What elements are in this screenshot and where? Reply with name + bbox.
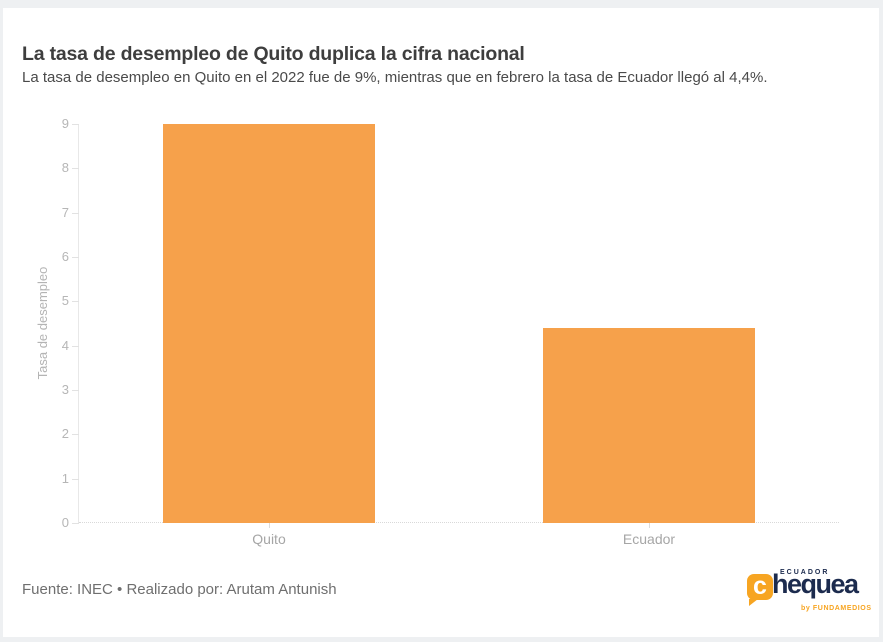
y-tick-mark <box>72 301 79 303</box>
x-axis-line <box>79 522 839 523</box>
y-tick-mark <box>72 257 79 258</box>
speech-bubble-icon: c <box>747 572 773 606</box>
logo-ecuador-text: ECUADOR <box>780 569 830 576</box>
y-tick-mark <box>72 212 79 214</box>
logo-wordmark: hequea <box>772 569 859 599</box>
x-tick-mark <box>269 523 270 528</box>
bar-quito <box>163 124 375 523</box>
chart-title: La tasa de desempleo de Quito duplica la… <box>22 43 525 65</box>
y-tick-label: 5 <box>61 293 69 309</box>
plot-area: Tasa de desempleo 0 1 2 3 4 5 6 7 8 9 Quito Ecuador <box>35 116 839 547</box>
ecuador-chequea-logo: c ECUADOR hequea by FUNDAMEDIOS <box>745 567 871 617</box>
bar-ecuador <box>543 327 755 523</box>
y-tick-label: 3 <box>61 382 69 397</box>
x-tick-label: Quito <box>252 531 286 547</box>
y-tick-label: 7 <box>61 204 69 220</box>
x-tick-label: Ecuador <box>622 531 676 547</box>
y-tick-mark <box>72 345 79 347</box>
y-tick-label: 1 <box>61 470 69 486</box>
y-tick-label: 9 <box>61 116 69 131</box>
y-tick-mark <box>72 523 79 524</box>
logo-fundamedios-text: by FUNDAMEDIOS <box>801 605 872 612</box>
y-tick-mark <box>72 478 79 480</box>
logo-bubble-letter: c <box>753 572 767 600</box>
y-tick-mark <box>72 124 79 125</box>
y-tick-label: 4 <box>61 337 69 353</box>
y-tick-label: 2 <box>61 426 69 442</box>
y-tick-label: 8 <box>61 160 69 176</box>
chart-card: La tasa de desempleo de Quito duplica la… <box>3 8 879 637</box>
x-tick-mark <box>649 523 650 528</box>
y-tick-label: 0 <box>61 515 69 530</box>
source-note: Fuente: INEC • Realizado por: Arutam Ant… <box>22 581 337 598</box>
chart-subtitle: La tasa de desempleo en Quito en el 2022… <box>22 69 768 86</box>
y-tick-mark <box>72 168 79 170</box>
y-tick-mark <box>72 390 79 391</box>
y-tick-mark <box>72 434 79 436</box>
y-tick-label: 6 <box>61 249 69 264</box>
